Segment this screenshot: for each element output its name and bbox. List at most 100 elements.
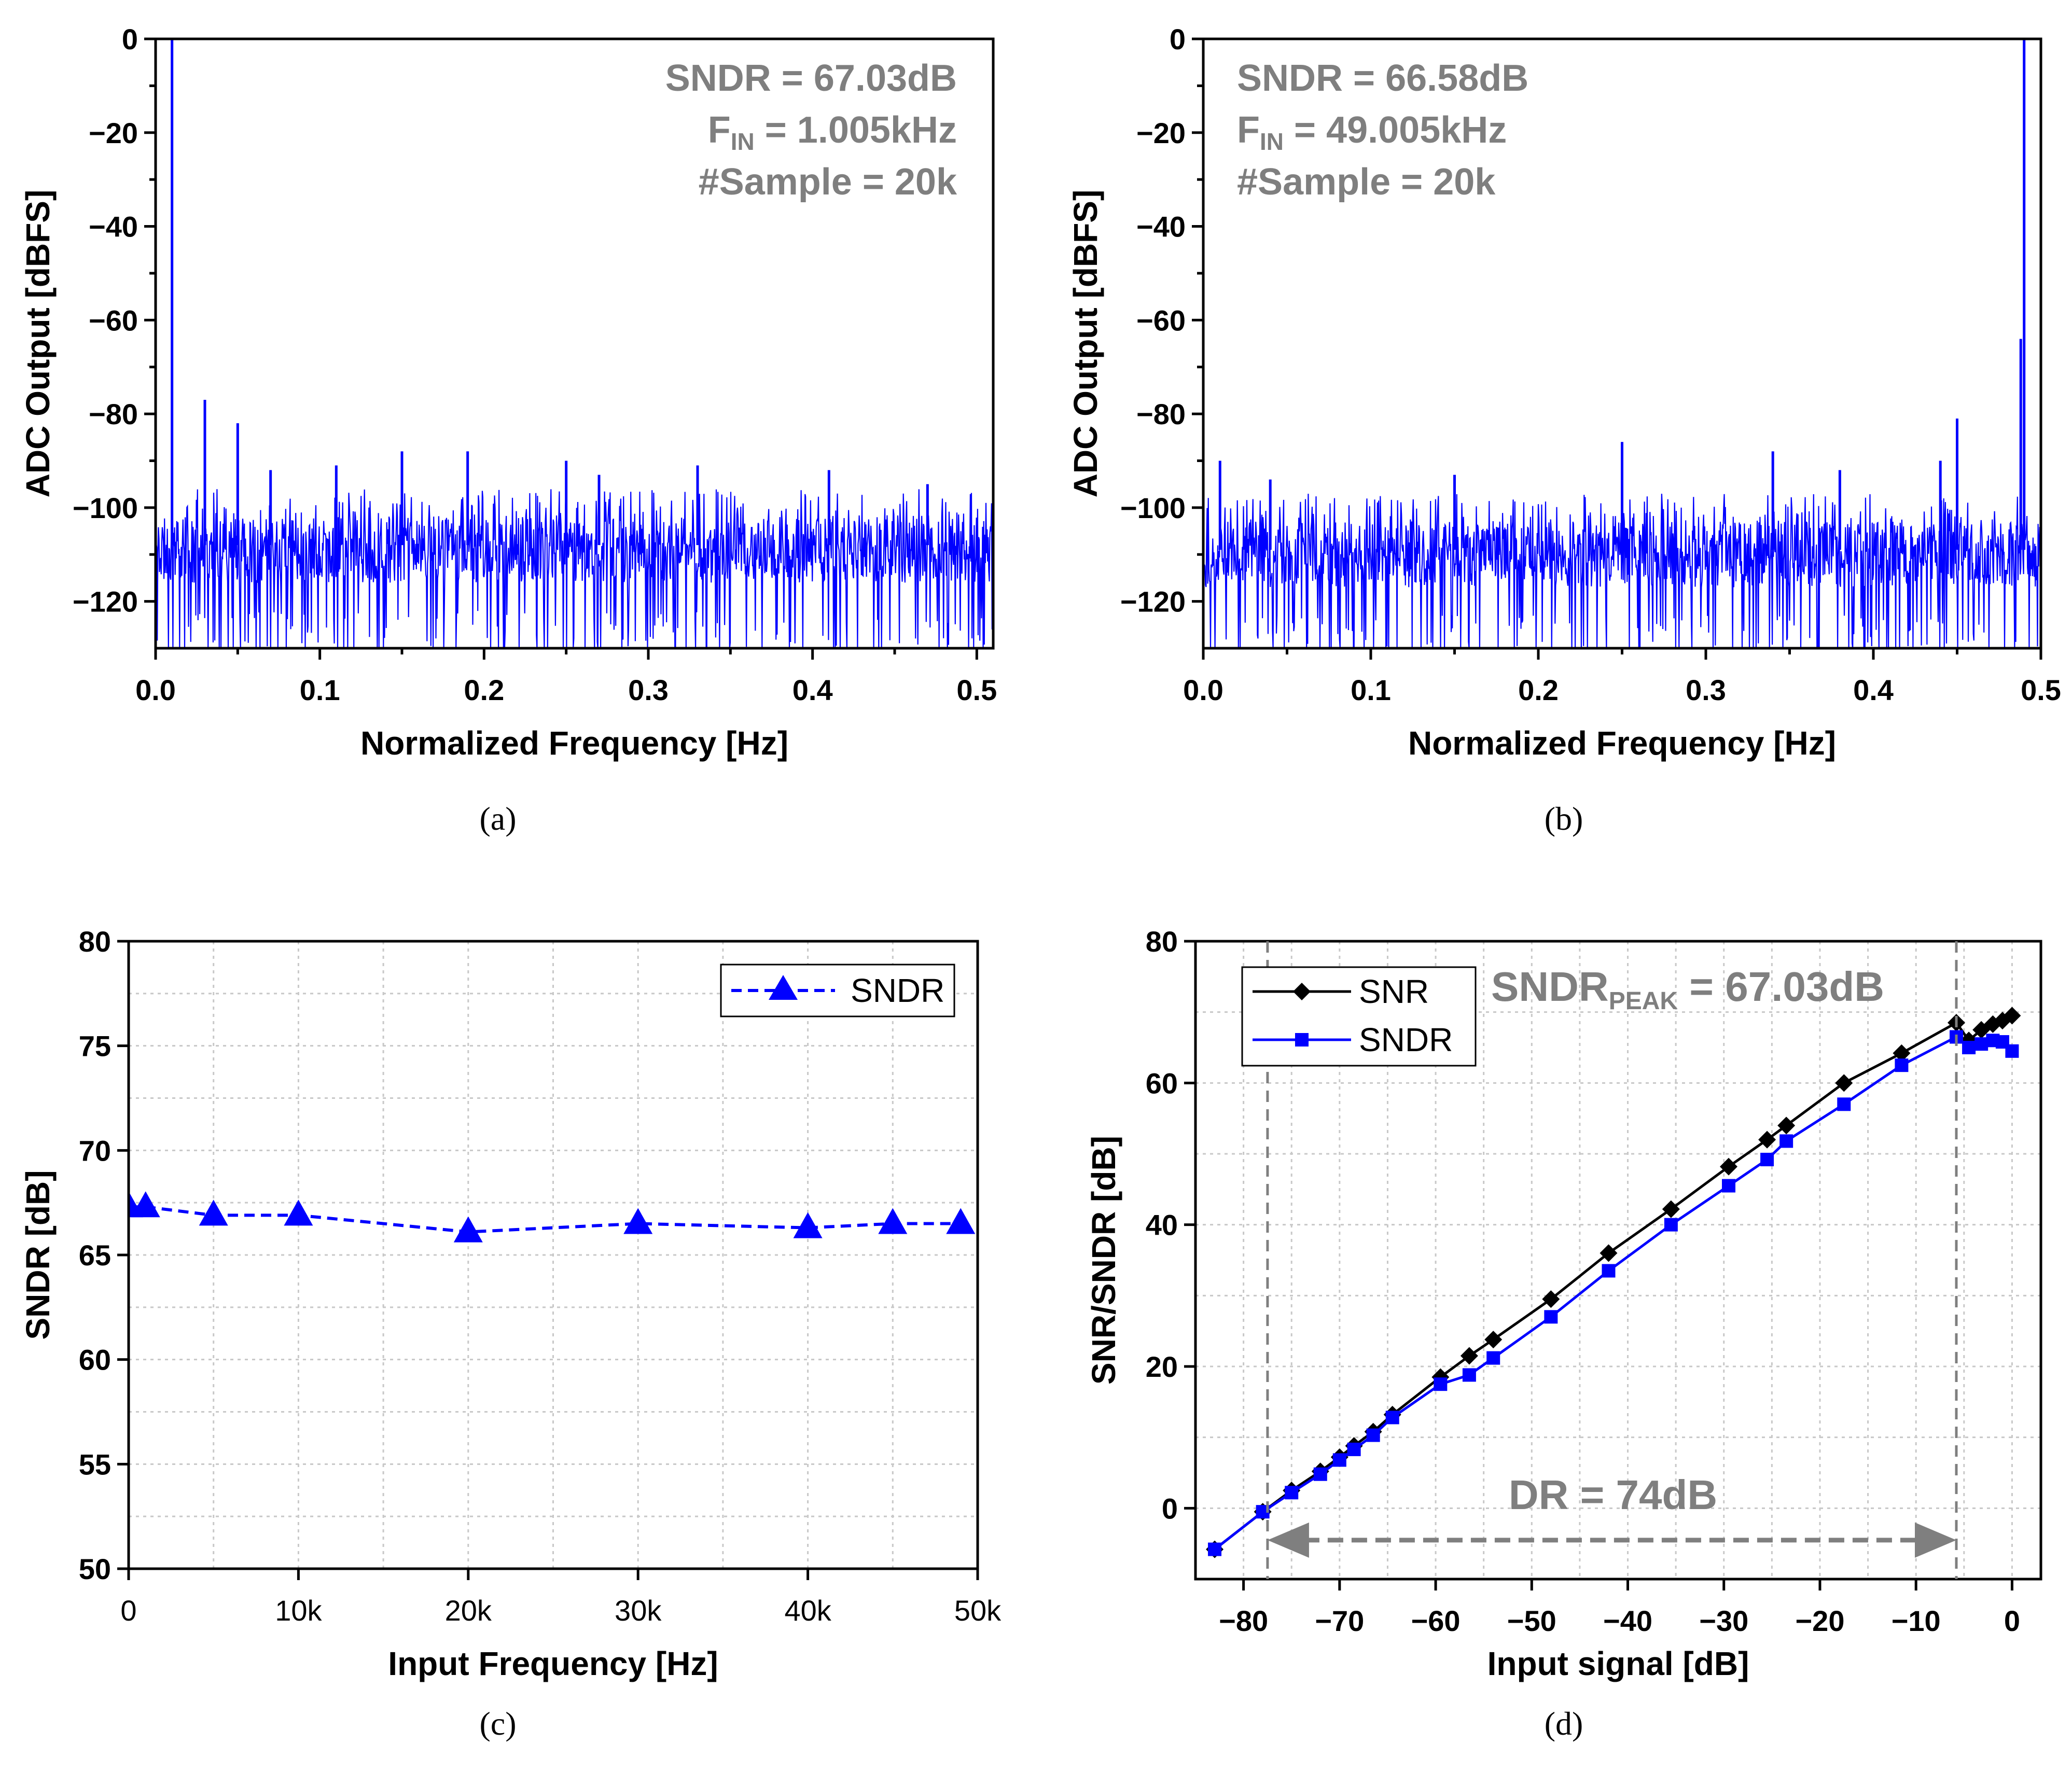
- x-tick-label: −80: [1219, 1604, 1268, 1637]
- x-tick-label: 0: [2004, 1604, 2020, 1637]
- x-tick-label: −40: [1603, 1604, 1652, 1637]
- chart-panel-b: 0 −20 −40 −60 −80 −100 −120 0.0 0.1 0.2 0.3 0.4 0.5 N…: [1067, 23, 2061, 837]
- x-tick-label: −70: [1315, 1604, 1364, 1637]
- data-point: [1347, 1442, 1361, 1456]
- sndr-annotation: SNDR = 67.03dB: [665, 58, 957, 99]
- legend-label-sndr: SNDR: [1359, 1021, 1453, 1058]
- y-axis-label: ADC Output [dBFS]: [1067, 190, 1104, 498]
- y-axis-label: SNDR [dB]: [19, 1170, 57, 1340]
- data-point: [1835, 1074, 1853, 1092]
- panel-label: (b): [1545, 800, 1583, 837]
- x-tick-label: 0.5: [956, 674, 997, 706]
- y-tick-label: −60: [89, 304, 138, 337]
- ticks: [117, 940, 979, 1580]
- y-tick-label: 50: [79, 1553, 111, 1585]
- annotation-block: SNDR = 66.58dB FIN = 49.005kHz #Sample = 2…: [1237, 58, 1528, 203]
- samples-annotation: #Sample = 20k: [699, 161, 957, 203]
- y-tick-label: −60: [1136, 304, 1186, 337]
- series-line-sndr: [129, 1205, 961, 1234]
- data-point: [1777, 1117, 1796, 1135]
- data-point: [1893, 1044, 1911, 1062]
- dr-arrowhead-right: [1915, 1522, 1956, 1558]
- y-tick-label: −40: [1136, 211, 1186, 243]
- data-point: [1962, 1041, 1976, 1054]
- x-tick-label: 0.1: [1351, 674, 1391, 706]
- legend-label-snr: SNR: [1359, 973, 1429, 1010]
- y-tick-label: 80: [1146, 925, 1178, 958]
- y-tick-label: −80: [89, 398, 138, 430]
- data-point: [1486, 1351, 1500, 1365]
- x-axis-label: Normalized Frequency [Hz]: [360, 724, 788, 762]
- panel-label: (a): [479, 800, 516, 837]
- data-point: [1720, 1157, 1738, 1176]
- legend-box: [1241, 966, 1477, 1067]
- data-point: [1600, 1244, 1618, 1262]
- ticks: [144, 37, 978, 660]
- data-point: [1837, 1097, 1851, 1111]
- x-tick-label: 0.4: [1853, 674, 1894, 706]
- x-tick-label: 0.0: [135, 674, 176, 706]
- x-tick-label: 10k: [275, 1594, 322, 1627]
- x-axis-label: Input Frequency [Hz]: [388, 1645, 718, 1682]
- data-point: [2005, 1044, 2019, 1058]
- dr-arrowhead-left: [1267, 1522, 1309, 1558]
- data-point: [1544, 1310, 1558, 1324]
- data-point: [1662, 1200, 1680, 1218]
- y-tick-label: −120: [73, 585, 138, 618]
- grid: [129, 941, 978, 1569]
- y-tick-label: 70: [79, 1134, 111, 1167]
- y-tick-label: 60: [1146, 1067, 1178, 1099]
- y-tick-label: −20: [89, 117, 138, 149]
- x-tick-label: 0.1: [300, 674, 340, 706]
- legend-box: [720, 964, 955, 1017]
- legend: SNR SNDR: [1241, 966, 1477, 1067]
- y-tick-label: 20: [1146, 1350, 1178, 1383]
- noise-floor-trace: [1203, 494, 2041, 648]
- series-line-snr: [1214, 1014, 2013, 1551]
- data-point: [1208, 1542, 1222, 1556]
- x-tick-label: 0.3: [1686, 674, 1726, 706]
- y-tick-label: 0: [122, 23, 138, 55]
- x-axis-label: Input signal [dB]: [1487, 1645, 1749, 1682]
- data-point: [1722, 1179, 1736, 1193]
- data-point: [878, 1208, 908, 1234]
- x-tick-label: 0.2: [464, 674, 504, 706]
- data-point: [131, 1191, 160, 1218]
- data-point: [1760, 1152, 1774, 1166]
- y-axis-label: ADC Output [dBFS]: [19, 190, 57, 498]
- noise-floor-trace: [156, 489, 993, 648]
- samples-annotation: #Sample = 20k: [1237, 161, 1496, 203]
- data-point: [1385, 1411, 1399, 1425]
- y-tick-label: 55: [79, 1448, 111, 1481]
- data-point: [946, 1208, 976, 1234]
- data-point: [453, 1216, 483, 1243]
- y-tick-label: −20: [1136, 117, 1186, 149]
- data-point: [1602, 1264, 1616, 1278]
- data-point: [1285, 1486, 1299, 1500]
- x-tick-label: 0.4: [792, 674, 833, 706]
- legend-marker-sndr: [1295, 1033, 1309, 1047]
- panel-label: (d): [1545, 1705, 1583, 1742]
- legend-label: SNDR: [851, 972, 944, 1009]
- data-point: [793, 1212, 823, 1238]
- y-tick-label: 60: [79, 1344, 111, 1376]
- y-tick-label: 0: [1170, 23, 1186, 55]
- data-point: [1484, 1331, 1503, 1349]
- dr-annotation: DR = 74dB: [1509, 1472, 1717, 1518]
- legend-marker-snr: [1293, 983, 1311, 1000]
- x-tick-label: 20k: [445, 1594, 492, 1627]
- series-group: [129, 1191, 976, 1243]
- data-point: [1779, 1134, 1793, 1148]
- y-tick-label: −100: [1120, 492, 1186, 524]
- x-tick-label: 30k: [615, 1594, 662, 1627]
- ticks: [1184, 940, 2013, 1590]
- data-point: [1974, 1037, 1988, 1051]
- x-axis-label: Normalized Frequency [Hz]: [1408, 724, 1836, 762]
- spectrum: [156, 39, 993, 648]
- y-tick-label: 65: [79, 1239, 111, 1272]
- x-tick-label: 0.2: [1518, 674, 1559, 706]
- legend: SNDR: [720, 964, 955, 1017]
- data-point: [1758, 1131, 1776, 1149]
- data-point: [1313, 1467, 1327, 1481]
